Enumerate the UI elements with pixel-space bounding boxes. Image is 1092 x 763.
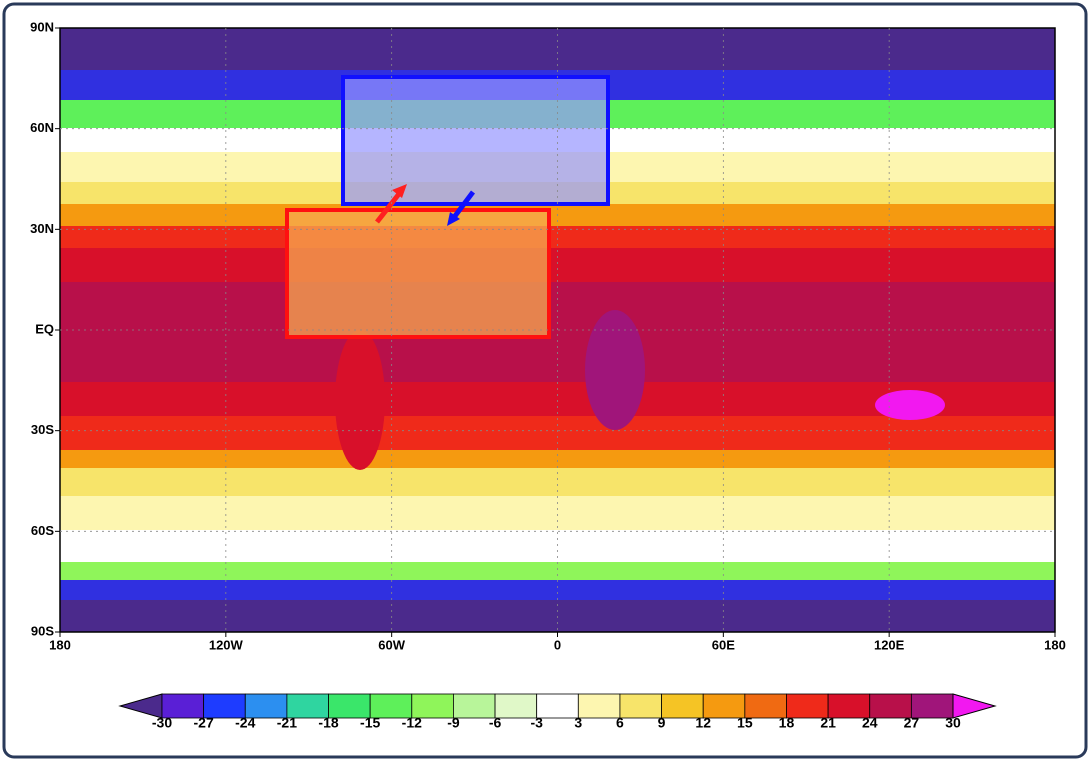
lat-label: EQ (35, 321, 54, 336)
map-band (60, 416, 1055, 450)
colorbar-label: 15 (737, 715, 753, 731)
arrow-head (392, 184, 407, 198)
arrow-head (447, 212, 460, 226)
colorbar-box (577, 693, 621, 719)
region-box-red (285, 208, 551, 339)
colorbar-box (702, 693, 746, 719)
lat-label: 90N (30, 19, 54, 34)
lat-label: 90S (31, 623, 54, 638)
colorbar-label: 21 (820, 715, 836, 731)
lon-label: 120E (874, 637, 905, 652)
colorbar-label: -24 (235, 715, 255, 731)
colorbar-box (244, 693, 288, 719)
colorbar-label: -21 (277, 715, 297, 731)
region-box-blue (341, 75, 610, 206)
colorbar-label: -18 (318, 715, 338, 731)
map-band (60, 450, 1055, 468)
lon-label: 180 (49, 637, 71, 652)
arrow (450, 190, 475, 222)
colorbar-box (369, 693, 413, 719)
colorbar-label: 6 (616, 715, 624, 731)
colorbar-box (661, 693, 704, 719)
lon-label: 120W (209, 637, 244, 652)
lon-label: 60E (712, 637, 735, 652)
continent-region (335, 330, 385, 470)
map-band (60, 282, 1055, 382)
lon-label: 60W (378, 637, 405, 652)
colorbar-box (411, 693, 454, 719)
colorbar-label: 30 (945, 715, 961, 731)
colorbar-label: 24 (862, 715, 878, 731)
map-band (60, 496, 1055, 530)
colorbar-box (328, 693, 371, 719)
lon-label: 180 (1044, 637, 1066, 652)
lat-label: 30S (31, 422, 54, 437)
colorbar-label: 3 (574, 715, 582, 731)
colorbar-box (286, 693, 329, 719)
lat-label: 60N (30, 120, 54, 135)
colorbar-box (910, 693, 954, 719)
colorbar-label: 27 (904, 715, 920, 731)
colorbar-label: 18 (779, 715, 795, 731)
lat-label: 30N (30, 221, 54, 236)
colorbar-label: -27 (194, 715, 214, 731)
colorbar-box (494, 693, 538, 719)
colorbar-label: -3 (530, 715, 543, 731)
colorbar-label: -9 (447, 715, 460, 731)
lon-label: 0 (554, 637, 561, 652)
colorbar-label: -6 (489, 715, 502, 731)
colorbar-label: -30 (152, 715, 172, 731)
colorbar-box (786, 693, 829, 719)
lat-label: 60S (31, 523, 54, 538)
colorbar-box (619, 693, 662, 719)
map-band (60, 580, 1055, 600)
colorbar-box (869, 693, 912, 719)
colorbar-box (536, 693, 579, 719)
map-band (60, 248, 1055, 282)
colorbar-label: 12 (695, 715, 711, 731)
colorbar-label: -15 (360, 715, 380, 731)
colorbar-label: -12 (402, 715, 422, 731)
continent-region (585, 310, 645, 430)
colorbar-box (161, 693, 205, 719)
arrow (375, 188, 404, 224)
hot-spot (875, 390, 945, 420)
map-band (60, 562, 1055, 580)
colorbar-box (203, 693, 246, 719)
colorbar-end (952, 693, 997, 719)
colorbar-box (453, 693, 496, 719)
colorbar-label: 9 (658, 715, 666, 731)
